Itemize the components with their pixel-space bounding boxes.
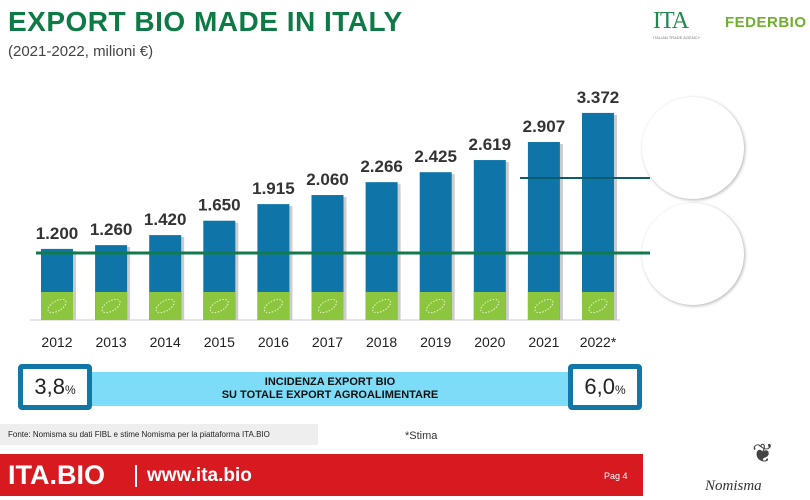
x-tick-label: 2019 bbox=[420, 334, 451, 350]
variation-period: 2022/21 bbox=[673, 169, 713, 181]
bar-value-label: 2.060 bbox=[306, 170, 349, 189]
ita-logo-text: ITA bbox=[653, 8, 689, 34]
incidenza-band bbox=[20, 372, 580, 406]
bar-value-label: 1.260 bbox=[90, 220, 133, 239]
x-tick-label: 2017 bbox=[312, 334, 343, 350]
bar-2022* bbox=[582, 112, 614, 320]
percent-sign: % bbox=[614, 383, 626, 397]
organic-base-segment bbox=[473, 292, 506, 320]
organic-base-segment bbox=[95, 292, 128, 320]
organic-base-segment bbox=[311, 292, 344, 320]
variation-circle-2022-12: +181% Var. % 2022/12 bbox=[642, 203, 744, 305]
incidenza-end-value: 6,0 bbox=[584, 374, 615, 399]
variation-value: 181 bbox=[660, 214, 721, 255]
organic-base-segment bbox=[527, 292, 560, 320]
page-subtitle: (2021-2022, milioni €) bbox=[8, 43, 154, 60]
bar-value-label: 2.425 bbox=[414, 147, 457, 166]
page-number: Pag 4 bbox=[604, 471, 628, 481]
x-tick-label: 2016 bbox=[258, 334, 289, 350]
organic-base-segment bbox=[41, 292, 73, 320]
bar-value-label: 1.650 bbox=[198, 196, 241, 215]
incidenza-label: INCIDENZA EXPORT BIO SU TOTALE EXPORT AG… bbox=[100, 376, 560, 402]
organic-base-segment bbox=[582, 292, 614, 320]
export-bar-chart: 1.200 2012 1.260 2013 1.420 2014 1.650 2015 1.91… bbox=[30, 88, 650, 350]
variation-label: Var. % bbox=[677, 260, 709, 272]
incidenza-end-box: 6,0% bbox=[568, 364, 642, 410]
source-note: Fonte: Nomisma su dati FIBL e stime Nomi… bbox=[0, 424, 318, 445]
ita-bio-brand: ITA.BIO bbox=[8, 460, 105, 490]
eu-organic-leaf-icon bbox=[426, 298, 446, 314]
ita-logo-subtext: ITALIAN TRADE AGENCY bbox=[653, 35, 701, 40]
eu-organic-leaf-icon bbox=[588, 298, 608, 314]
incidenza-line2: SU TOTALE EXPORT AGROALIMENTARE bbox=[221, 389, 439, 401]
incidenza-line1: INCIDENZA EXPORT BIO bbox=[264, 376, 396, 388]
x-tick-label: 2018 bbox=[366, 334, 397, 350]
percent-sign: % bbox=[720, 231, 737, 251]
variation-value: 16 bbox=[670, 108, 711, 149]
bar-2021 bbox=[527, 142, 560, 320]
x-tick-label: 2022* bbox=[580, 334, 617, 350]
organic-base-segment bbox=[365, 292, 398, 320]
bar-value-label: 2.907 bbox=[523, 117, 566, 136]
bar-value-label: 2.266 bbox=[360, 157, 403, 176]
percent-sign: % bbox=[64, 383, 76, 397]
percent-sign: % bbox=[710, 125, 727, 145]
bar-value-label: 1.420 bbox=[144, 210, 187, 229]
x-tick-label: 2014 bbox=[150, 334, 181, 350]
variation-period: 2022/12 bbox=[673, 275, 713, 287]
bar-value-label: 1.200 bbox=[36, 224, 79, 243]
bar-value-label: 2.619 bbox=[469, 135, 512, 154]
plus-sign: + bbox=[649, 227, 661, 248]
organic-base-segment bbox=[257, 292, 290, 320]
organic-base-segment bbox=[203, 292, 236, 320]
x-tick-label: 2012 bbox=[41, 334, 72, 350]
eu-organic-leaf-icon bbox=[534, 298, 554, 314]
eu-organic-leaf-icon bbox=[101, 298, 121, 314]
organic-base-segment bbox=[149, 292, 182, 320]
x-tick-label: 2015 bbox=[204, 334, 235, 350]
incidenza-start-value: 3,8 bbox=[34, 374, 65, 399]
eu-organic-leaf-icon bbox=[263, 298, 283, 314]
estimate-note: *Stima bbox=[405, 430, 438, 442]
website-link[interactable]: www.ita.bio bbox=[135, 465, 252, 487]
organic-base-segment bbox=[419, 292, 452, 320]
x-tick-label: 2013 bbox=[96, 334, 127, 350]
nomisma-logo: Nomisma bbox=[705, 478, 762, 494]
federbio-logo: FEDERBIO bbox=[725, 14, 807, 31]
ita-logo: ITA ITALIAN TRADE AGENCY bbox=[653, 8, 723, 52]
x-tick-label: 2021 bbox=[528, 334, 559, 350]
footer-bar bbox=[0, 454, 643, 496]
variation-circle-2022-21: +16% Var. % 2022/21 bbox=[642, 97, 744, 199]
bar-value-label: 1.915 bbox=[252, 179, 295, 198]
plus-sign: + bbox=[659, 121, 671, 142]
incidenza-start-box: 3,8% bbox=[18, 364, 92, 410]
eu-organic-leaf-icon bbox=[317, 298, 338, 314]
eu-organic-leaf-icon bbox=[372, 298, 392, 314]
page-title: EXPORT BIO MADE IN ITALY bbox=[8, 6, 403, 37]
variation-label: Var. % bbox=[677, 154, 709, 166]
nomisma-emblem-icon: ❦ bbox=[752, 438, 774, 468]
eu-organic-leaf-icon bbox=[155, 298, 175, 314]
eu-organic-leaf-icon bbox=[47, 298, 67, 314]
x-tick-label: 2020 bbox=[474, 334, 505, 350]
bar-value-label: 3.372 bbox=[577, 88, 620, 107]
eu-organic-leaf-icon bbox=[480, 298, 500, 314]
eu-organic-leaf-icon bbox=[209, 298, 229, 314]
